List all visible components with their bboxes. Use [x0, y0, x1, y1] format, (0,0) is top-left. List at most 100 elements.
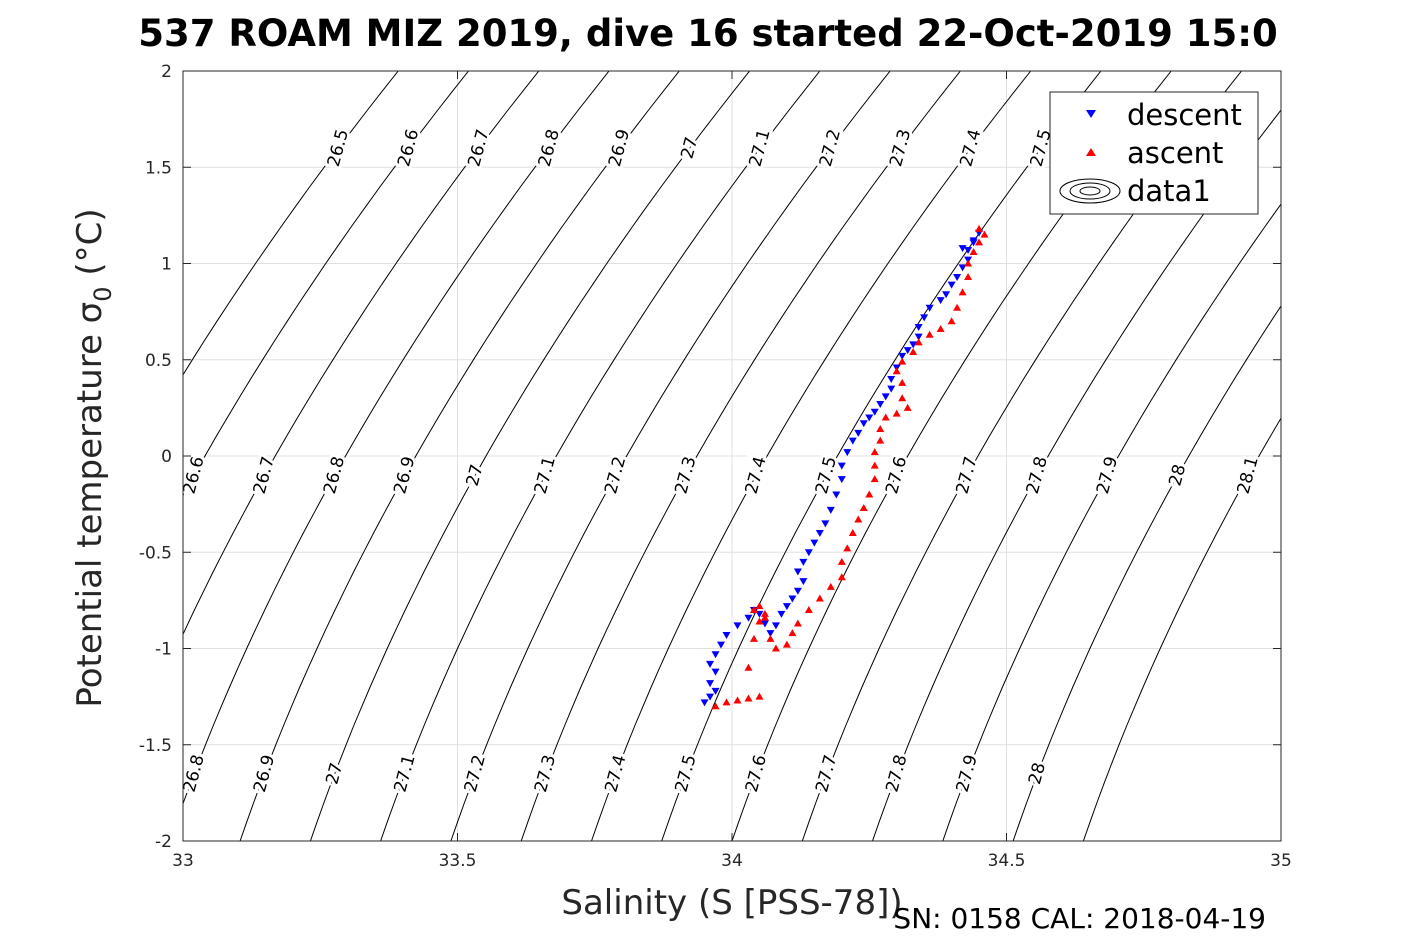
descent-point [706, 680, 715, 688]
descent-point [810, 539, 819, 547]
ascent-point [881, 413, 890, 421]
descent-point [760, 620, 769, 628]
ascent-point [898, 394, 907, 402]
ascent-point [837, 557, 846, 565]
legend-descent-marker [1086, 110, 1096, 118]
x-axis: 33 33.5 34 34.5 35 [172, 71, 1292, 871]
ascent-point [848, 529, 857, 536]
ascent-point [744, 694, 753, 702]
descent-point [799, 578, 808, 586]
descent-point [744, 614, 753, 622]
descent-point [832, 491, 841, 499]
descent-point [870, 408, 879, 416]
ascent-point [815, 594, 824, 602]
density-contour [183, 71, 540, 636]
ascent-point [876, 436, 885, 444]
descent-point [958, 245, 967, 253]
ascent-point [936, 324, 945, 332]
descent-point [793, 568, 802, 576]
ascent-point [760, 609, 769, 617]
y-tick-label: -1.5 [139, 736, 172, 756]
density-contour [1082, 417, 1281, 841]
ascent-point [826, 582, 835, 590]
ascent-point [975, 224, 984, 232]
descent-point [804, 549, 813, 557]
descent-point [733, 622, 742, 630]
ascent-point [892, 367, 901, 375]
ascent-point [964, 272, 973, 280]
descent-point [815, 530, 824, 537]
ascent-point [870, 448, 879, 456]
legend-ascent-label: ascent [1127, 136, 1223, 170]
y-tick-label: 0.5 [145, 351, 172, 371]
x-tick-label: 34.5 [988, 851, 1026, 871]
descent-point [711, 651, 720, 659]
legend-data1-marker [1059, 178, 1121, 204]
descent-point [843, 449, 852, 457]
x-tick-label: 33 [172, 851, 194, 871]
y-tick-label: 1 [161, 255, 172, 275]
x-tick-label: 34 [721, 851, 743, 871]
descent-point [848, 437, 857, 445]
descent-point [717, 641, 726, 649]
ascent-point [859, 503, 868, 511]
y-tick-label: 2 [161, 62, 172, 82]
descent-point [887, 385, 896, 393]
legend: descent ascent data1 [1049, 91, 1259, 215]
legend-ascent-marker [1086, 148, 1096, 156]
descent-point [854, 429, 863, 437]
descent-point [722, 632, 731, 640]
density-contour [450, 71, 891, 841]
descent-point [837, 476, 846, 484]
ascent-point [755, 692, 764, 700]
descent-point [859, 420, 868, 428]
descent-point [881, 393, 890, 401]
ascent-point [749, 634, 758, 642]
ascent-point [837, 573, 846, 581]
ascent-point [898, 378, 907, 386]
ascent-series [711, 224, 989, 710]
y-axis-title-main: Potential temperature σ [70, 302, 110, 708]
legend-descent-label: descent [1127, 98, 1242, 132]
descent-point [711, 668, 720, 676]
ascent-point [854, 515, 863, 523]
ascent-point [788, 629, 797, 637]
ascent-point [909, 348, 918, 356]
ascent-point [733, 696, 742, 704]
ascent-point [755, 602, 764, 610]
ascent-point [964, 259, 973, 267]
descent-point [909, 341, 918, 349]
descent-point [914, 324, 923, 332]
chart-title: 537 ROAM MIZ 2019, dive 16 started 22-Oc… [138, 12, 1277, 55]
ascent-point [744, 663, 753, 671]
descent-point [865, 414, 874, 422]
x-axis-title: Salinity (S [PSS-78]) [561, 883, 902, 923]
ascent-point [903, 403, 912, 411]
ascent-point [749, 606, 758, 613]
ascent-point [804, 606, 813, 613]
descent-point [706, 693, 715, 701]
descent-point [837, 462, 846, 470]
descent-point [711, 687, 720, 695]
descent-point [777, 610, 786, 618]
density-contour [1012, 305, 1281, 841]
descent-point [925, 304, 934, 312]
ascent-point [947, 317, 956, 325]
descent-point [898, 352, 907, 360]
descent-point [914, 333, 923, 341]
ascent-point [914, 338, 923, 346]
descent-point [821, 520, 830, 528]
descent-point [876, 401, 885, 409]
density-contour [239, 71, 680, 841]
density-contour [183, 71, 610, 806]
ascent-point [892, 409, 901, 417]
descent-point [771, 622, 780, 630]
y-axis-title: Potential temperature σ0 (°C) [70, 208, 117, 707]
x-tick-label: 35 [1270, 851, 1292, 871]
descent-point [936, 297, 945, 305]
density-contour [661, 71, 1102, 841]
ascent-point [980, 230, 989, 238]
density-contour [309, 71, 750, 841]
ascent-point [760, 613, 769, 621]
